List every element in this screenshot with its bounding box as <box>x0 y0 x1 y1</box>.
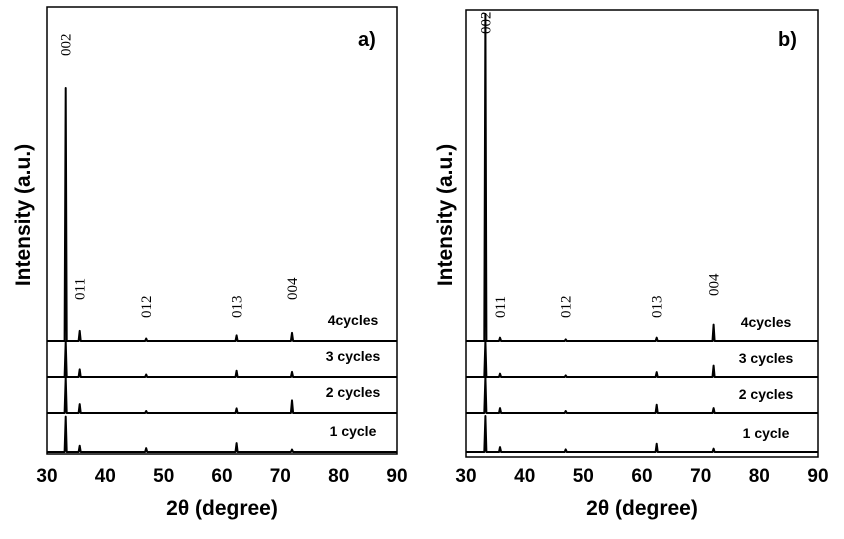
series-label: 3 cycles <box>326 348 381 364</box>
peak-label: 004 <box>707 273 723 296</box>
peak-label: 012 <box>559 296 575 319</box>
series-label: 4cycles <box>741 314 792 330</box>
series-line <box>466 376 818 414</box>
panel-b: 4cycles 3 cycles 2 cycles 1 cycle 002 011 012… <box>434 9 829 520</box>
series-line <box>466 415 818 453</box>
plot-frame <box>46 6 398 455</box>
x-tick-label: 40 <box>514 466 535 487</box>
panel-label: a) <box>358 29 376 51</box>
peak-label: 011 <box>73 278 89 300</box>
series-label: 2 cycles <box>326 384 381 400</box>
peak-label: 004 <box>285 277 301 300</box>
peak-label: 013 <box>230 296 246 319</box>
series-line <box>47 340 397 378</box>
y-axis-label: Intensity (a.u.) <box>12 144 35 286</box>
peak-label: 011 <box>493 296 509 318</box>
series-label: 2 cycles <box>739 386 794 402</box>
plot-frame <box>465 9 819 458</box>
x-tick-label: 30 <box>455 466 476 487</box>
peak-label: 002 <box>478 12 494 35</box>
x-tick-label: 30 <box>36 466 57 487</box>
x-axis-label: 2θ (degree) <box>166 497 278 520</box>
x-tick-label: 70 <box>690 466 711 487</box>
x-tick-label: 40 <box>95 466 116 487</box>
series-line <box>466 13 818 342</box>
x-tick-label: 50 <box>153 466 174 487</box>
peak-label: 002 <box>59 34 75 57</box>
peak-label: 013 <box>650 296 666 319</box>
x-axis-label: 2θ (degree) <box>586 497 698 520</box>
series-label: 4cycles <box>328 312 379 328</box>
x-tick-label: 90 <box>807 466 828 487</box>
panel-label: b) <box>778 29 797 51</box>
peak-label: 012 <box>139 296 155 319</box>
series-line <box>47 87 397 342</box>
x-tick-label: 60 <box>211 466 232 487</box>
series-label: 1 cycle <box>330 423 377 439</box>
x-tick-label: 60 <box>631 466 652 487</box>
series-label: 3 cycles <box>739 350 794 366</box>
x-tick-label: 80 <box>328 466 349 487</box>
x-tick-label: 80 <box>749 466 770 487</box>
series-line <box>47 376 397 414</box>
x-tick-label: 70 <box>270 466 291 487</box>
panel-a: 4cycles 3 cycles 2 cycles 1 cycle 002 011 012… <box>12 6 408 520</box>
x-tick-label: 50 <box>573 466 594 487</box>
x-tick-label: 90 <box>386 466 407 487</box>
series-label: 1 cycle <box>743 425 790 441</box>
series-line <box>466 340 818 378</box>
series-line <box>47 415 397 453</box>
y-axis-label: Intensity (a.u.) <box>434 144 457 286</box>
